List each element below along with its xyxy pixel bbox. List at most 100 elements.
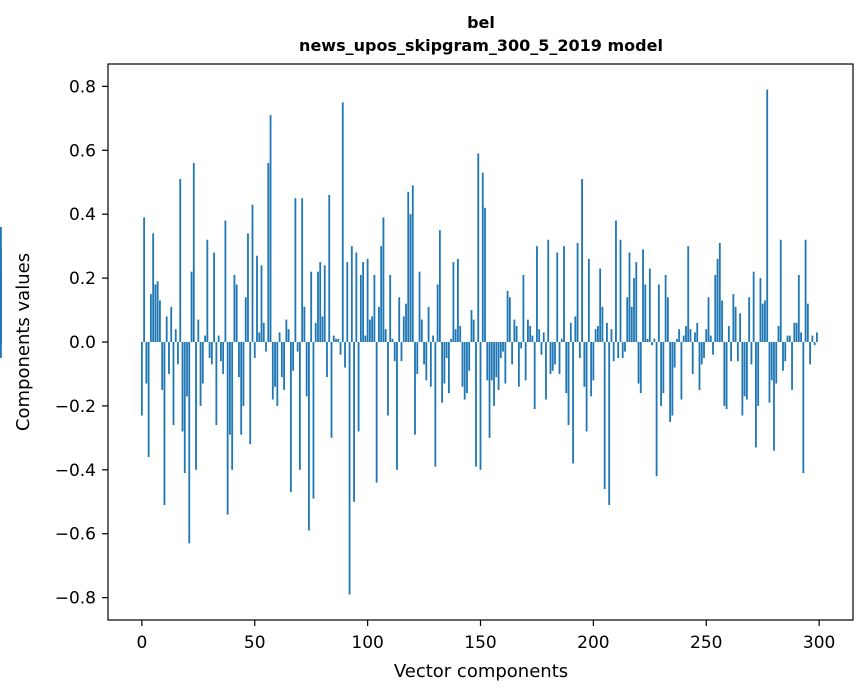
bar bbox=[791, 342, 793, 390]
bar bbox=[457, 258, 459, 342]
bar bbox=[802, 342, 805, 474]
bar bbox=[700, 342, 703, 365]
y-tick-label: −0.8 bbox=[55, 589, 96, 609]
bar bbox=[188, 342, 191, 544]
bar bbox=[567, 342, 570, 426]
bar bbox=[357, 342, 360, 432]
y-tick-label: 0.4 bbox=[69, 205, 96, 225]
bar bbox=[432, 335, 434, 342]
bar bbox=[691, 342, 694, 374]
bar bbox=[244, 297, 247, 342]
y-tick-label: −0.4 bbox=[55, 461, 96, 481]
bar bbox=[741, 342, 744, 416]
bar bbox=[626, 297, 629, 342]
bar bbox=[472, 319, 475, 342]
bar bbox=[393, 342, 396, 362]
bar bbox=[784, 342, 787, 362]
bar bbox=[378, 306, 380, 342]
bar bbox=[585, 342, 588, 432]
y-axis: −0.8 −0.6 −0.4 −0.2 0.0 0.2 0.4 0.6 0.8 bbox=[55, 77, 108, 609]
bar bbox=[447, 342, 450, 394]
x-axis-label: Vector components bbox=[394, 661, 568, 682]
bar bbox=[599, 268, 602, 342]
bar bbox=[743, 342, 746, 397]
y-tick-label: 0.0 bbox=[69, 333, 96, 353]
bar bbox=[247, 233, 249, 342]
y-tick-label: 0.6 bbox=[69, 141, 96, 161]
bar bbox=[335, 338, 337, 342]
bar bbox=[409, 214, 412, 342]
bar bbox=[624, 342, 626, 352]
bar bbox=[696, 322, 699, 342]
bar bbox=[657, 284, 660, 342]
bar bbox=[592, 342, 595, 381]
bar bbox=[434, 342, 437, 467]
bar bbox=[782, 342, 784, 371]
bar bbox=[786, 335, 789, 342]
bar bbox=[143, 217, 146, 342]
bar bbox=[348, 342, 351, 595]
bar bbox=[219, 342, 222, 362]
bar bbox=[621, 342, 624, 358]
bar bbox=[168, 342, 170, 374]
bar bbox=[199, 342, 202, 406]
bar bbox=[628, 252, 631, 342]
bar bbox=[594, 329, 597, 342]
bar bbox=[768, 342, 771, 403]
bar bbox=[190, 271, 193, 342]
bar bbox=[368, 319, 371, 342]
bar bbox=[477, 153, 480, 342]
bar bbox=[666, 297, 669, 342]
bar bbox=[764, 300, 766, 342]
bar bbox=[235, 284, 238, 342]
bar bbox=[317, 271, 319, 342]
bar bbox=[319, 262, 322, 342]
bar bbox=[554, 342, 556, 365]
bar bbox=[655, 342, 658, 477]
bar bbox=[739, 313, 742, 342]
bar bbox=[251, 204, 254, 342]
bar bbox=[565, 342, 568, 394]
bar bbox=[452, 262, 455, 342]
bar bbox=[271, 342, 274, 400]
x-tick-label: 200 bbox=[577, 633, 609, 653]
bar bbox=[362, 262, 365, 342]
bar bbox=[664, 274, 667, 342]
bar bbox=[529, 326, 532, 342]
bar bbox=[572, 342, 574, 464]
bar bbox=[217, 335, 220, 342]
bar bbox=[725, 342, 728, 410]
bar bbox=[685, 326, 687, 342]
bar bbox=[513, 319, 516, 342]
y-tick-label: 0.2 bbox=[69, 269, 96, 289]
bar bbox=[806, 303, 809, 342]
bar bbox=[531, 335, 534, 342]
bar bbox=[481, 172, 484, 342]
bar bbox=[493, 342, 495, 406]
bar bbox=[400, 342, 403, 362]
bar bbox=[617, 342, 620, 358]
bar bbox=[793, 322, 796, 342]
bar bbox=[730, 342, 732, 362]
bar bbox=[0, 342, 2, 346]
bar bbox=[441, 342, 444, 403]
bar bbox=[703, 342, 705, 358]
bar bbox=[587, 258, 590, 342]
bar bbox=[770, 342, 773, 381]
chart-title: bel bbox=[467, 13, 495, 32]
bar bbox=[734, 306, 737, 342]
bar bbox=[669, 342, 672, 422]
bar bbox=[773, 342, 775, 451]
bar bbox=[547, 239, 550, 342]
bar bbox=[671, 342, 674, 416]
bar bbox=[355, 252, 358, 342]
bar bbox=[391, 338, 394, 342]
bar bbox=[332, 335, 335, 342]
bar bbox=[0, 342, 2, 358]
bar bbox=[777, 326, 780, 342]
bar bbox=[545, 342, 547, 400]
bar bbox=[258, 332, 261, 342]
bar bbox=[260, 265, 263, 342]
bar bbox=[389, 274, 392, 342]
bar bbox=[238, 342, 240, 378]
